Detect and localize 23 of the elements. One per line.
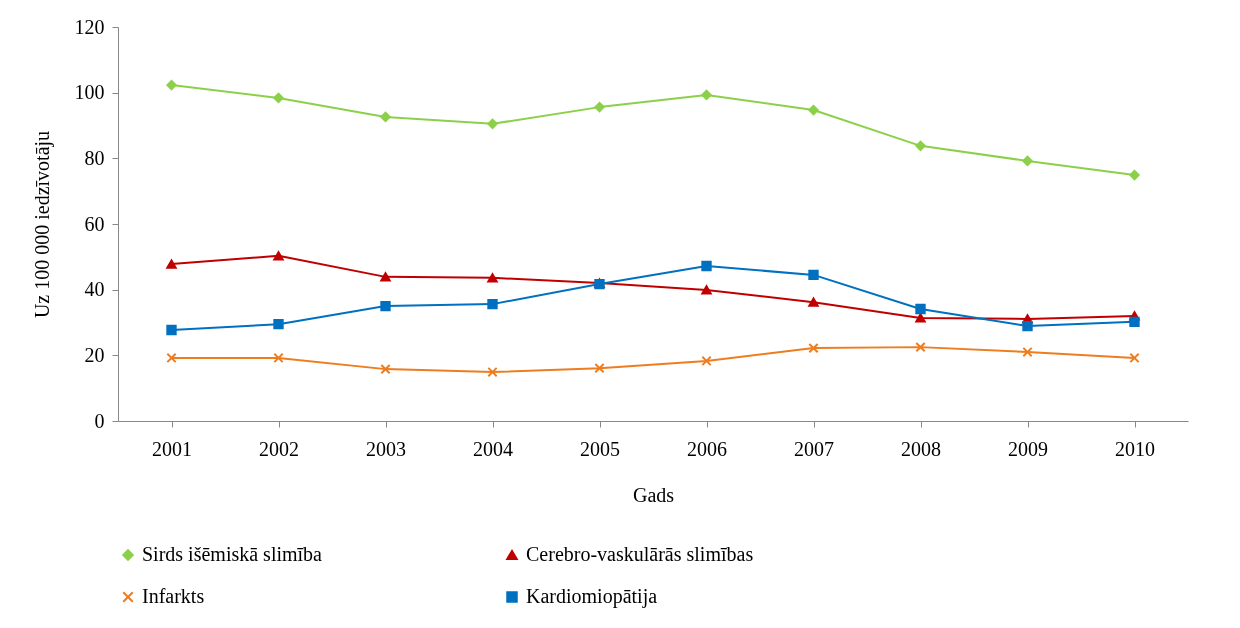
y-tick-label: 120: [74, 15, 105, 38]
x-axis-title: Gads: [632, 483, 675, 506]
x-tick-label: 2001: [152, 437, 192, 460]
legend-label: Infarkts: [142, 585, 205, 607]
y-tick-label: 80: [84, 146, 105, 169]
y-tick-label: 0: [94, 409, 105, 432]
legend-label: Cerebro-vaskulārās slimības: [526, 543, 754, 565]
x-tick-label: 2010: [1115, 437, 1155, 460]
x-tick-label: 2004: [473, 437, 513, 460]
y-tick-label: 40: [84, 278, 105, 301]
y-tick-label: 60: [84, 212, 105, 235]
x-tick-label: 2005: [580, 437, 620, 460]
x-tick-label: 2007: [794, 437, 834, 460]
x-tick-label: 2002: [259, 437, 299, 460]
x-tick-label: 2006: [687, 437, 727, 460]
y-tick-label: 20: [84, 343, 105, 366]
legend-label: Sirds išēmiskā slimība: [142, 543, 323, 565]
legend-label: Kardiomiopātija: [526, 585, 658, 608]
x-tick-label: 2009: [1008, 437, 1048, 460]
y-tick-label: 100: [74, 81, 105, 104]
y-axis-title: Uz 100 000 iedzīvotāju: [30, 130, 54, 319]
x-tick-label: 2008: [901, 437, 941, 460]
x-tick-label: 2003: [366, 437, 406, 460]
